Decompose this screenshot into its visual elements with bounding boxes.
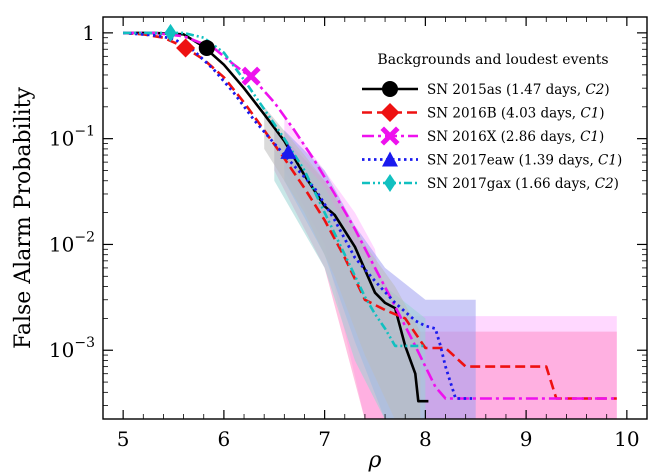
x-tick-labels: 5 6 7 8 9 10 xyxy=(117,427,640,451)
legend-label: SN 2016X (2.86 days, C1) xyxy=(427,129,604,145)
y-tick-label: 10−3 xyxy=(49,335,95,362)
event-marker-sn-2016x-2-86-days-c1 xyxy=(241,66,261,86)
y-tick-labels: 1 10−1 10−2 10−3 xyxy=(49,21,95,362)
legend-label: SN 2015as (1.47 days, C2) xyxy=(427,82,610,98)
legend-entry-sn-2016b-4-03-days-c1: SN 2016B (4.03 days, C1) xyxy=(362,103,605,122)
x-tick-label: 10 xyxy=(614,427,639,451)
legend-marker-sn-2017gax-1-66-days-c2 xyxy=(384,174,396,192)
event-marker-sn-2017gax-1-66-days-c2 xyxy=(164,23,177,42)
x-axis-label: ρ xyxy=(368,448,382,473)
legend-title: Backgrounds and loudest events xyxy=(377,52,608,68)
x-tick-label: 9 xyxy=(520,427,533,451)
y-tick-label: 10−2 xyxy=(49,229,95,256)
x-tick-label: 6 xyxy=(218,427,231,451)
legend-marker-sn-2015as-1-47-days-c2 xyxy=(382,81,398,97)
axis-ticks xyxy=(102,17,648,419)
legend-entry-sn-2017eaw-1-39-days-c1: SN 2017eaw (1.39 days, C1) xyxy=(362,151,622,169)
line-sn-2016x-2-86-days-c1 xyxy=(123,31,617,400)
event-marker-sn-2015as-1-47-days-c2 xyxy=(198,39,215,56)
line-sn-2017eaw-1-39-days-c1 xyxy=(122,31,476,400)
x-tick-label: 8 xyxy=(419,427,432,451)
legend-marker-sn-2016x-2-86-days-c1 xyxy=(380,126,400,146)
legend-label: SN 2017gax (1.66 days, C2) xyxy=(427,176,619,192)
y-tick-label: 1 xyxy=(82,21,95,45)
legend-entry-sn-2015as-1-47-days-c2: SN 2015as (1.47 days, C2) xyxy=(362,81,610,98)
legend-entry-sn-2017gax-1-66-days-c2: SN 2017gax (1.66 days, C2) xyxy=(362,174,619,192)
legend-marker-sn-2016b-4-03-days-c1 xyxy=(380,103,400,122)
legend: Backgrounds and loudest events SN 2015as… xyxy=(362,52,622,192)
legend-label: SN 2016B (4.03 days, C1) xyxy=(427,106,605,122)
x-tick-label: 5 xyxy=(117,427,130,451)
legend-entry-sn-2016x-2-86-days-c1: SN 2016X (2.86 days, C1) xyxy=(362,126,604,146)
y-axis-label: False Alarm Probability xyxy=(11,87,36,349)
plot-frame xyxy=(102,16,648,420)
event-marker-sn-2017eaw-1-39-days-c1 xyxy=(280,143,297,159)
legend-label: SN 2017eaw (1.39 days, C1) xyxy=(427,153,622,169)
y-tick-label: 10−1 xyxy=(49,124,95,151)
event-marker-sn-2016b-4-03-days-c1 xyxy=(176,38,196,58)
legend-marker-sn-2017eaw-1-39-days-c1 xyxy=(382,151,398,167)
x-tick-label: 7 xyxy=(318,427,331,451)
event-markers xyxy=(164,23,297,159)
line-sn-2017gax-1-66-days-c2 xyxy=(123,31,426,348)
